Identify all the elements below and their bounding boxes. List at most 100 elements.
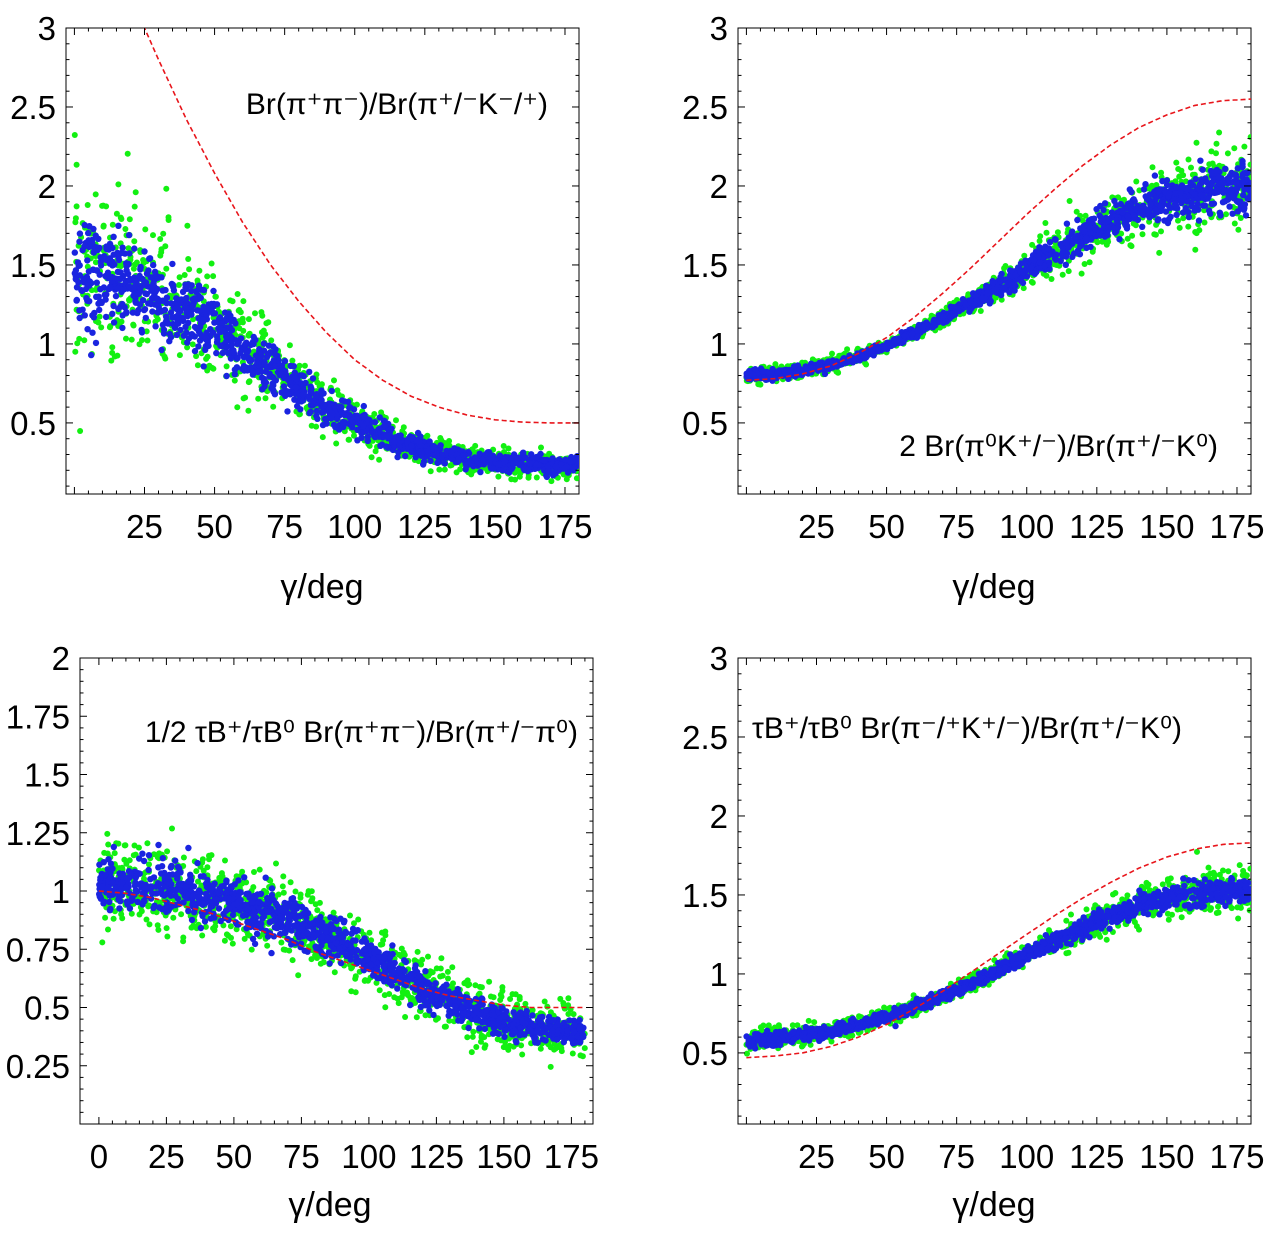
blue-point xyxy=(1196,185,1203,192)
blue-point xyxy=(441,460,448,467)
green-point xyxy=(240,298,247,305)
blue-point xyxy=(1184,185,1192,193)
blue-point xyxy=(230,349,237,356)
green-point xyxy=(437,435,444,441)
blue-point xyxy=(254,368,262,376)
green-point xyxy=(508,476,515,483)
blue-point xyxy=(369,428,376,435)
green-point xyxy=(835,369,841,376)
green-point xyxy=(126,296,132,303)
x-tick-label: 125 xyxy=(397,508,452,545)
green-point xyxy=(495,473,502,480)
blue-point xyxy=(947,313,954,320)
blue-point xyxy=(1232,179,1240,187)
x-tick-label: 75 xyxy=(266,508,303,545)
blue-point xyxy=(381,417,388,425)
blue-point xyxy=(1246,193,1251,200)
green-point xyxy=(1073,208,1080,215)
blue-point xyxy=(1154,207,1161,215)
blue-point xyxy=(1116,236,1123,243)
blue-point xyxy=(167,309,175,316)
blue-point xyxy=(309,375,317,382)
blue-point xyxy=(1125,200,1133,207)
blue-point xyxy=(1080,223,1088,230)
blue-point xyxy=(265,342,273,349)
green-point xyxy=(162,243,169,250)
blue-point xyxy=(1211,189,1218,196)
blue-point xyxy=(759,368,767,375)
blue-point xyxy=(130,283,138,291)
blue-point xyxy=(228,333,235,341)
blue-point xyxy=(1145,208,1153,215)
green-point xyxy=(227,297,234,304)
green-point xyxy=(501,449,507,455)
blue-point xyxy=(299,391,307,398)
blue-point xyxy=(205,342,212,350)
blue-point xyxy=(220,327,227,334)
green-point xyxy=(308,422,315,429)
green-point xyxy=(206,362,213,369)
blue-point xyxy=(150,261,157,269)
blue-point xyxy=(987,297,994,305)
blue-point xyxy=(336,403,343,410)
blue-point xyxy=(240,362,248,370)
blue-point xyxy=(85,268,93,275)
green-point xyxy=(998,296,1005,303)
blue-point xyxy=(191,323,199,331)
blue-point xyxy=(123,267,130,274)
blue-point xyxy=(426,439,433,446)
blue-point xyxy=(909,330,916,338)
blue-point xyxy=(84,326,91,333)
blue-point xyxy=(213,349,220,357)
blue-point xyxy=(427,457,434,465)
green-point xyxy=(1001,265,1008,272)
blue-point xyxy=(125,231,133,239)
blue-point xyxy=(371,419,379,426)
green-point xyxy=(252,310,258,317)
green-point xyxy=(185,256,192,262)
green-point xyxy=(772,361,779,368)
blue-point xyxy=(1206,210,1214,217)
blue-point xyxy=(962,301,969,308)
blue-point xyxy=(1123,222,1131,230)
green-point xyxy=(1180,215,1187,222)
blue-point xyxy=(115,305,122,313)
blue-point xyxy=(1031,270,1039,277)
blue-point xyxy=(200,286,208,294)
green-point xyxy=(1193,139,1200,146)
blue-point xyxy=(1004,280,1011,288)
blue-point xyxy=(300,373,307,380)
blue-point xyxy=(1151,172,1159,179)
green-point xyxy=(76,335,83,342)
blue-point xyxy=(1150,211,1157,219)
green-point xyxy=(1028,278,1035,285)
blue-point xyxy=(174,304,181,311)
blue-point xyxy=(992,286,1000,293)
green-point xyxy=(1158,228,1164,235)
blue-point xyxy=(146,255,153,262)
blue-point xyxy=(189,296,196,303)
blue-point xyxy=(159,287,166,294)
blue-point xyxy=(158,346,165,354)
blue-point xyxy=(151,301,159,308)
blue-point xyxy=(360,423,367,430)
green-point xyxy=(289,357,296,364)
blue-point xyxy=(1017,268,1024,275)
blue-point xyxy=(76,314,83,322)
green-point xyxy=(108,357,115,364)
blue-point xyxy=(1139,210,1146,218)
green-point xyxy=(150,232,156,239)
blue-point xyxy=(377,442,384,449)
blue-point xyxy=(1234,198,1242,206)
blue-point xyxy=(138,326,145,334)
blue-point xyxy=(114,284,122,292)
blue-point xyxy=(1139,223,1146,230)
blue-point xyxy=(1223,186,1230,194)
green-point xyxy=(1185,156,1192,163)
blue-point xyxy=(111,261,118,268)
blue-point xyxy=(182,323,189,331)
green-point xyxy=(130,265,137,272)
blue-point xyxy=(270,357,277,364)
blue-point xyxy=(807,364,814,372)
